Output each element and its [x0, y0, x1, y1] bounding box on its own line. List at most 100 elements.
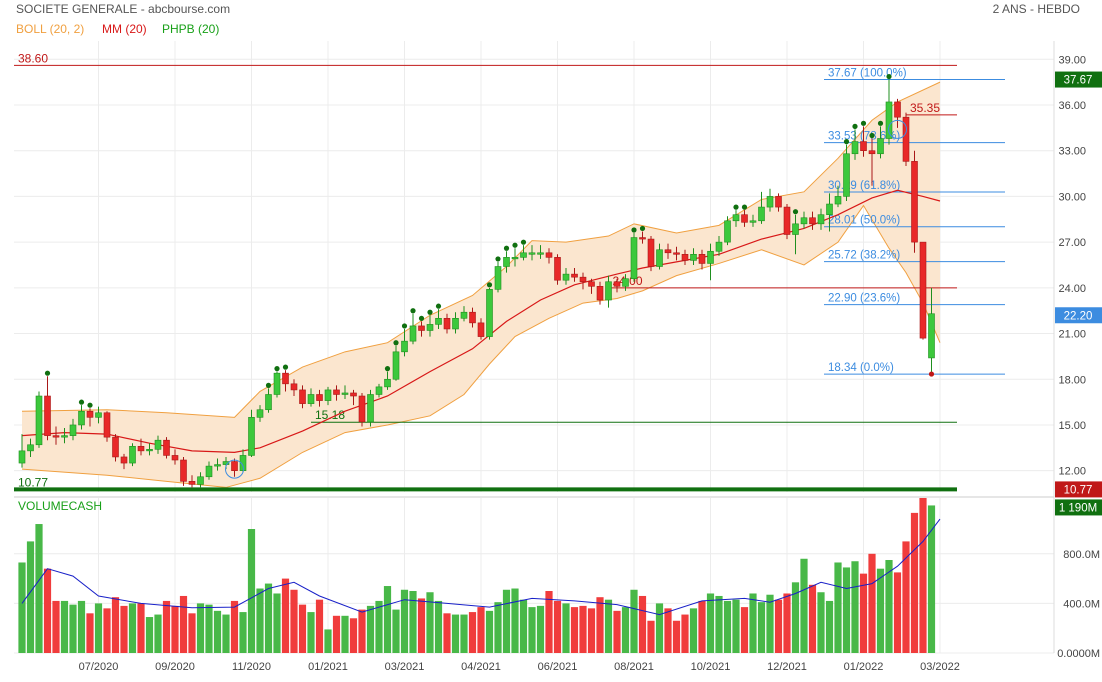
candle-body — [401, 340, 408, 353]
candle-body — [715, 241, 723, 252]
x-tick-label: 10/2021 — [691, 661, 731, 673]
volume-bar — [630, 589, 638, 653]
candle-body — [316, 394, 323, 401]
x-tick-label: 04/2021 — [461, 661, 501, 673]
moving-average — [21, 189, 941, 454]
candle-body — [248, 417, 255, 456]
candle-body — [443, 318, 451, 330]
volume-tag-bg — [1055, 499, 1102, 516]
candle-body — [477, 322, 485, 337]
candle-body — [911, 161, 918, 243]
volume-bar — [732, 599, 740, 653]
pivot-high-marker — [639, 225, 646, 232]
volume-bar — [137, 603, 145, 653]
volume-bar — [213, 610, 222, 653]
moving-average-line — [21, 189, 941, 454]
volume-bar — [18, 562, 26, 653]
candle-body — [27, 444, 34, 452]
candle-body — [86, 410, 94, 418]
volume-bar — [69, 604, 77, 653]
price-tags: 37.67 22.20 10.77 1 190M — [1055, 71, 1102, 516]
candle-body — [928, 313, 935, 359]
candle-body — [732, 214, 740, 222]
volume-bar — [26, 541, 35, 653]
fib-label: 30.29 (61.8%) — [828, 180, 900, 192]
candle-body — [902, 116, 910, 162]
price-tag-bg — [1055, 71, 1102, 88]
pivot-high-marker — [512, 242, 518, 248]
pivot-high-marker — [843, 139, 850, 145]
candle-body — [503, 257, 510, 267]
candle-body — [103, 412, 111, 438]
candle-body — [528, 252, 536, 255]
circle-annotation — [225, 459, 244, 479]
pivot-high-marker — [435, 303, 442, 309]
candle-body — [622, 278, 629, 287]
pivot-high-marker — [393, 340, 399, 346]
candle-body — [137, 445, 145, 452]
candle-body — [596, 286, 604, 301]
fib-label: 28.01 (50.0%) — [828, 215, 900, 227]
volume-tick-label: 800.0M — [1063, 549, 1100, 561]
volume-bar — [222, 614, 230, 653]
candle-body — [265, 394, 272, 411]
pivot-high-marker — [401, 323, 408, 329]
volume-bar — [664, 608, 672, 653]
volume-bar — [451, 614, 460, 653]
volume-bar — [587, 608, 596, 653]
volume-bar — [893, 572, 902, 653]
candle-body — [868, 150, 876, 155]
candle-body — [775, 196, 782, 208]
candle-body — [511, 257, 519, 260]
volume-bar — [511, 588, 519, 653]
volume-bar — [783, 593, 791, 653]
price-tag-label: 10.77 — [1064, 484, 1093, 496]
volume-bar — [298, 604, 307, 653]
x-tick-label: 12/2021 — [767, 661, 807, 673]
x-tick-label: 06/2021 — [538, 661, 578, 673]
volume-bar — [154, 614, 162, 653]
volume-bar — [757, 602, 766, 653]
pivot-high-marker — [886, 73, 892, 80]
y-axis-price: 12.00 15.00 18.00 21.00 24.00 27.00 30.00 33.00… — [1058, 54, 1086, 477]
x-tick-label: 03/2021 — [385, 661, 425, 673]
volume-bar — [851, 561, 859, 653]
pivot-high-marker — [384, 366, 391, 372]
pivot-high-marker — [44, 370, 51, 376]
pivot-high-marker — [87, 402, 93, 408]
candle-body — [758, 206, 765, 222]
candle-body — [120, 456, 128, 464]
candle-body — [197, 476, 204, 485]
volume-bar — [409, 591, 417, 653]
candle-body — [409, 325, 417, 342]
candle-body — [231, 461, 238, 471]
candle-body — [690, 254, 697, 261]
volume-bar — [825, 600, 834, 653]
price-tick-label: 12.00 — [1058, 466, 1086, 478]
pivot-high-marker — [410, 308, 416, 314]
volume-bar — [77, 600, 86, 653]
volume-tick-label: 0.0000M — [1057, 648, 1100, 660]
y-axis-volume: 0.0000M 400.0M 800.0M — [1057, 549, 1100, 660]
volume-bar — [256, 588, 264, 653]
pivot-high-marker — [418, 315, 425, 321]
candle-body — [843, 153, 850, 197]
candle-body — [783, 206, 791, 235]
x-tick-label: 08/2021 — [614, 661, 654, 673]
volume-bar — [698, 600, 706, 653]
candle-body — [724, 220, 731, 243]
volume-bar — [579, 605, 587, 653]
candle-body — [69, 424, 77, 436]
candle-body — [647, 238, 655, 267]
pivot-high-marker — [282, 364, 289, 370]
volume-bar — [800, 558, 808, 653]
volume-bar — [443, 613, 451, 653]
volume-bar — [460, 614, 468, 653]
candle-body — [324, 389, 332, 401]
chart-period: 2 ANS - HEBDO — [993, 2, 1080, 16]
pivot-high-marker — [631, 227, 637, 233]
candle-body — [188, 481, 196, 485]
volume-bar — [681, 614, 689, 653]
candle-body — [681, 254, 689, 261]
